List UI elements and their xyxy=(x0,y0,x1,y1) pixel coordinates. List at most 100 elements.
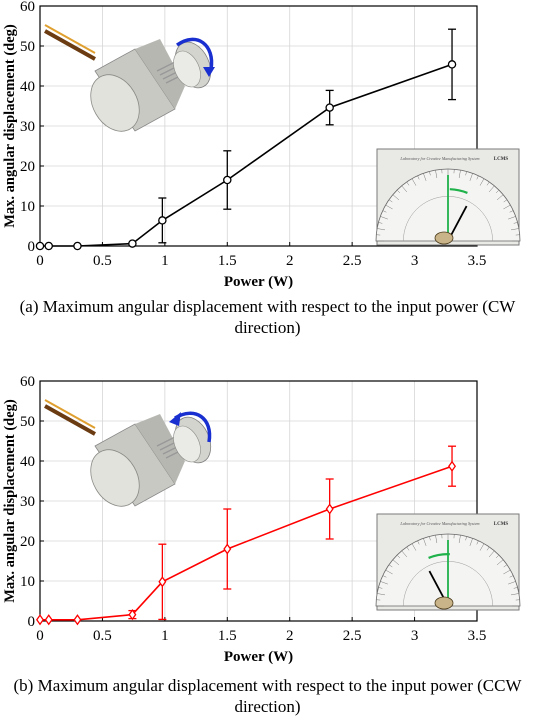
data-point xyxy=(447,60,457,69)
protractor-tick xyxy=(377,228,386,231)
protractor-tick xyxy=(476,540,479,545)
protractor-tick xyxy=(435,535,438,544)
rotation-arrow-arc xyxy=(175,37,214,70)
data-point xyxy=(73,614,82,626)
protractor-tick xyxy=(396,554,401,559)
data-point xyxy=(223,175,232,185)
inset-photo: Laboratory for Creative Manufacturing Sy… xyxy=(375,148,521,246)
data-point xyxy=(44,241,53,251)
data-point xyxy=(223,543,232,555)
plot-frame xyxy=(39,5,478,247)
y-axis-label: Max. angular displacement (deg) xyxy=(2,24,18,228)
protractor-tick xyxy=(429,536,431,541)
protractor-tick xyxy=(488,550,495,558)
protractor-tick xyxy=(496,559,504,566)
y-tick-label: 0 xyxy=(28,239,36,255)
protractor-tick xyxy=(378,222,383,224)
protractor-tick xyxy=(486,181,490,186)
data-point xyxy=(325,103,334,112)
protractor-tick xyxy=(510,228,519,231)
protractor-tick xyxy=(510,593,519,596)
protractor-tick xyxy=(479,543,485,551)
motor-side xyxy=(135,39,185,109)
protractor-tick xyxy=(382,575,387,578)
protractor-tick xyxy=(503,204,511,210)
protractor-tick xyxy=(488,185,495,193)
x-tick-label: 1.5 xyxy=(218,253,237,269)
protractor-tick xyxy=(503,569,511,575)
data-point xyxy=(158,576,167,588)
protractor-tick xyxy=(513,587,518,589)
rotation-arrow-head xyxy=(203,67,215,77)
caption-ccw: (b) Maximum angular displacement with re… xyxy=(13,676,522,716)
protractor-tick xyxy=(378,587,383,589)
protractor-tick xyxy=(401,550,408,558)
inset-header-text: Laboratory for Creative Manufacturing Sy… xyxy=(399,521,479,526)
wire xyxy=(44,399,96,429)
x-tick-label: 3.5 xyxy=(468,253,487,269)
motor-end-face xyxy=(90,74,140,132)
x-tick-label: 1 xyxy=(161,628,169,644)
y-axis-label: Max. angular displacement (deg) xyxy=(2,399,18,603)
protractor-tick xyxy=(385,204,393,210)
protractor-tick xyxy=(469,173,473,181)
motor-illustration xyxy=(44,24,215,132)
data-point xyxy=(44,614,53,626)
protractor-tick xyxy=(508,581,516,585)
y-tick-label: 50 xyxy=(20,39,35,55)
x-axis-label: Power (W) xyxy=(224,274,293,290)
y-tick-label: 50 xyxy=(20,414,35,430)
chart-panel-ccw: 0 0.5 1 1.5 2 2.5 3 3.5 0 10 20 30 40 50 60 Laboratory … xyxy=(0,360,535,719)
y-tick-label: 30 xyxy=(20,119,35,135)
protractor-tick xyxy=(465,171,467,176)
protractor-tick xyxy=(503,564,508,568)
inset-logo-text: LCMS xyxy=(494,522,509,527)
data-point xyxy=(325,503,334,515)
protractor-tick xyxy=(382,210,387,213)
protractor-tick xyxy=(417,540,420,545)
y-tick-label: 20 xyxy=(20,159,35,175)
rotor-face xyxy=(173,425,201,463)
data-point xyxy=(128,239,137,248)
data-point xyxy=(448,460,457,472)
protractor-tick xyxy=(380,216,388,220)
y-tick-label: 20 xyxy=(20,534,35,550)
motor-base xyxy=(434,231,454,245)
data-point xyxy=(128,608,137,621)
protractor-tick xyxy=(406,181,410,186)
y-tick-label: 40 xyxy=(20,454,35,470)
protractor-tick xyxy=(486,546,490,551)
protractor-tick xyxy=(509,575,514,578)
motor-end-face xyxy=(90,449,140,507)
y-tick-label: 60 xyxy=(20,374,35,390)
rotor-face xyxy=(173,50,201,88)
y-tick-label: 10 xyxy=(20,574,35,590)
protractor-tick xyxy=(458,535,461,544)
x-tick-label: 0 xyxy=(36,628,44,644)
x-tick-label: 0 xyxy=(36,253,44,269)
x-tick-label: 2 xyxy=(286,253,294,269)
protractor-tick xyxy=(392,559,400,566)
data-point xyxy=(73,241,82,251)
motor-base xyxy=(434,596,454,610)
protractor-tick xyxy=(423,173,427,181)
protractor-tick xyxy=(509,210,514,213)
protractor-tick xyxy=(411,178,417,186)
protractor-tick xyxy=(476,175,479,180)
motor-side xyxy=(135,414,185,484)
x-tick-label: 0.5 xyxy=(93,253,112,269)
wire xyxy=(44,24,96,54)
protractor-tick xyxy=(496,194,504,201)
x-tick-label: 2 xyxy=(286,628,294,644)
x-tick-label: 2.5 xyxy=(343,628,362,644)
y-tick-label: 40 xyxy=(20,79,35,95)
data-point xyxy=(158,216,167,225)
y-tick-label: 0 xyxy=(28,614,36,630)
protractor-tick xyxy=(429,171,431,176)
protractor-tick xyxy=(465,536,467,541)
inset-header-text: Laboratory for Creative Manufacturing Sy… xyxy=(399,156,479,161)
y-tick-label: 60 xyxy=(20,0,35,15)
protractor-tick xyxy=(417,175,420,180)
protractor-tick xyxy=(380,581,388,585)
motor-illustration xyxy=(44,399,212,507)
